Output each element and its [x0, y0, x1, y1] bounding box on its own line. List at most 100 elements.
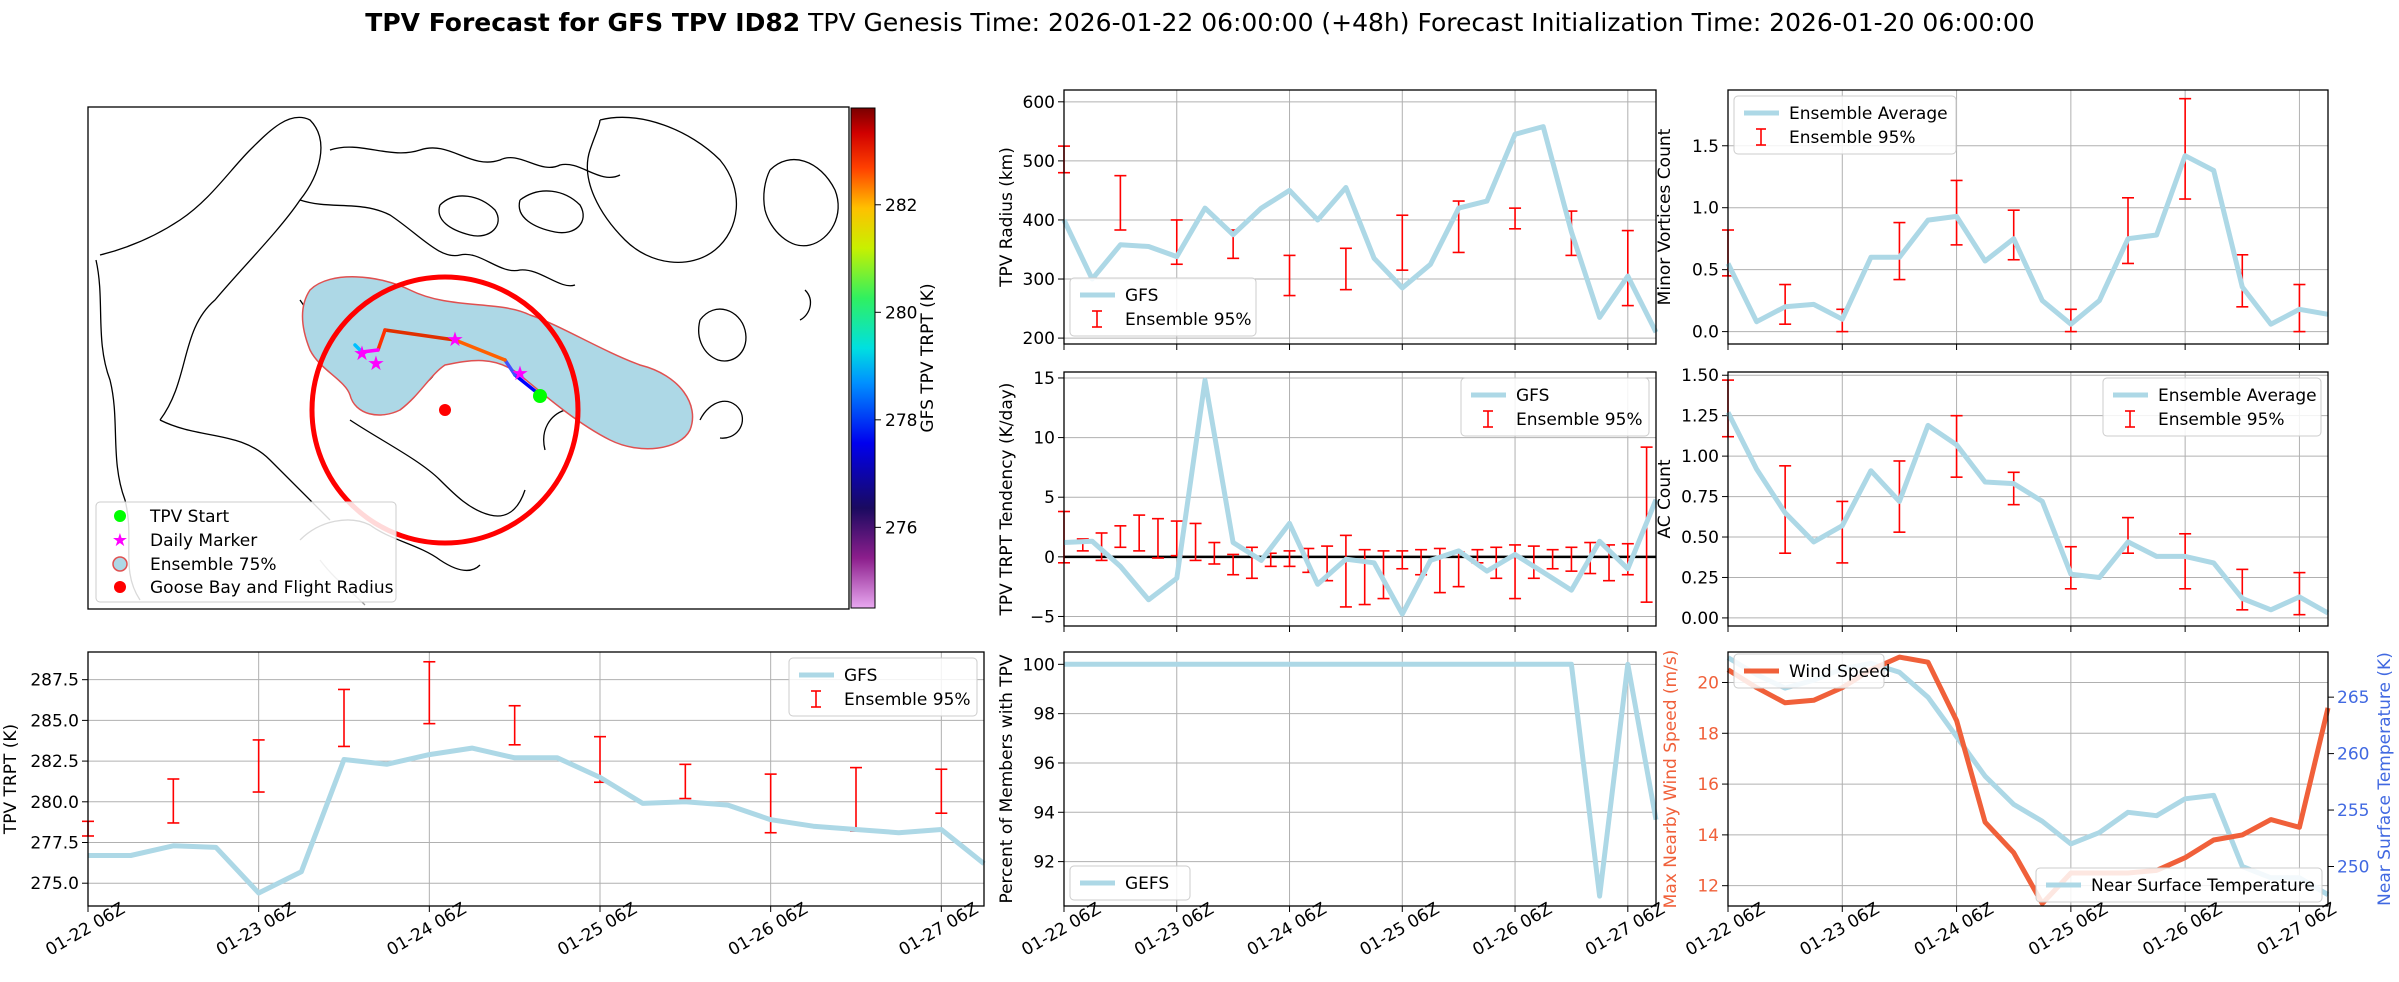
coastline: [438, 195, 499, 237]
y-tick-label: 0.50: [1681, 528, 1719, 548]
coastline: [99, 116, 322, 421]
y-tick-label: 18: [1697, 724, 1719, 744]
map-frame: [87, 106, 850, 610]
y-tick-label: 10: [1033, 429, 1055, 449]
y-tick-label: 275.0: [30, 874, 79, 894]
track-segment: [383, 328, 457, 342]
legend-label: Ensemble 95%: [844, 690, 971, 710]
legend-box: [1733, 653, 1885, 689]
y2-tick-label: 260: [2337, 745, 2369, 765]
x-tick-label: 01-26 06Z: [2139, 899, 2225, 960]
legend-icon-start: [114, 510, 126, 522]
series-line: [1725, 153, 2329, 327]
daily-marker-star: ★: [353, 341, 371, 365]
x-tick-label: 01-27 06Z: [1582, 899, 1668, 960]
legend-label: Ensemble Average: [2158, 386, 2317, 406]
map-panel: ★ ★ ★ ★ TPV Start ★ Daily Marker Ensembl…: [87, 106, 938, 610]
tpv-track: [353, 328, 542, 397]
legend-box: [788, 657, 978, 717]
y-tick-label: 500: [1023, 152, 1055, 172]
colorbar: [850, 107, 876, 609]
trpt-panel: 275.0 277.5 280.0 282.5 285.0 287.5 01-22 06Z 0…: [1, 651, 986, 960]
x-tick-label: 01-27 06Z: [2254, 899, 2340, 960]
daily-markers: ★ ★ ★ ★: [353, 327, 529, 385]
y-tick-label: 1.50: [1681, 366, 1719, 386]
y2-tick-label: 265: [2337, 688, 2369, 708]
legend: Near Surface Temperature: [2035, 867, 2323, 903]
y-tick-label: 1.0: [1692, 199, 1719, 219]
plot-area: [1064, 652, 1656, 906]
track-segment: [503, 358, 517, 377]
legend-box: [2035, 867, 2323, 903]
legend-label: Ensemble 95%: [1516, 410, 1643, 430]
coastline: [586, 116, 738, 263]
y-tick-label: 0.75: [1681, 488, 1719, 508]
y-axis-label: TPV TRPT (K): [1, 724, 21, 835]
y-tick-label: 600: [1023, 93, 1055, 113]
y-tick-label: 98: [1033, 705, 1055, 725]
colorbar-label: GFS TPV TRPT (K): [918, 283, 938, 432]
legend-label: Ensemble 95%: [1125, 310, 1252, 330]
minor-vortices-panel: 0.0 0.5 1.0 1.5 Minor Vortices Count Ensemble…: [1655, 89, 2329, 350]
x-tick-label: 01-22 06Z: [1682, 899, 1768, 960]
legend: Ensemble Average Ensemble 95%: [1733, 95, 1957, 155]
x-tick-label: 01-23 06Z: [1797, 899, 1883, 960]
plot-frame: [1063, 89, 1657, 345]
colorbar-tick-label: 282: [885, 196, 917, 216]
map-legend: TPV Start ★ Daily Marker Ensemble 75% Go…: [95, 501, 397, 603]
legend-box: [2102, 377, 2322, 437]
y-tick-label: 96: [1033, 754, 1055, 774]
y-tick-label: 20: [1697, 673, 1719, 693]
legend-box: [1733, 95, 1957, 155]
x-tick-label: 01-27 06Z: [896, 899, 982, 960]
y-tick-label: 1.5: [1692, 137, 1719, 157]
plot-frame: [1063, 371, 1657, 627]
legend-label: GFS: [1125, 286, 1158, 306]
y-tick-label: 287.5: [30, 671, 79, 691]
map-legend-label: TPV Start: [149, 507, 230, 527]
x-tick-label: 01-23 06Z: [1131, 899, 1217, 960]
x-tick-label: 01-26 06Z: [1469, 899, 1555, 960]
figure-title: TPV Forecast for GFS TPV ID82 TPV Genesi…: [365, 8, 2034, 37]
coastline: [699, 400, 744, 439]
legend-label: Wind Speed: [1789, 662, 1890, 682]
x-tick-label: 01-25 06Z: [1357, 899, 1443, 960]
track-segment: [360, 348, 380, 354]
y-tick-label: 0.5: [1692, 261, 1719, 281]
y-tick-label: 0.00: [1681, 609, 1719, 629]
coastline: [299, 199, 576, 287]
plot-frame: [1063, 651, 1657, 907]
y-tick-label: 16: [1697, 775, 1719, 795]
legend-icon-goose-bay: [114, 581, 126, 593]
coastline: [159, 419, 331, 521]
ac-count-panel: 0.00 0.25 0.50 0.75 1.00 1.25 1.50 AC Count Ense…: [1655, 366, 2330, 632]
legend: Ensemble Average Ensemble 95%: [2102, 377, 2322, 437]
map-legend-label: Daily Marker: [150, 531, 257, 551]
coastline: [349, 419, 526, 517]
y-tick-label: 285.0: [30, 711, 79, 731]
x-tick-label: 01-22 06Z: [1018, 899, 1104, 960]
y-axis-label: Minor Vortices Count: [1655, 128, 1675, 305]
series-line: [88, 745, 986, 896]
plot-frame: [87, 651, 985, 907]
title-bold: TPV Forecast for GFS TPV ID82: [365, 8, 800, 37]
y-tick-label: 282.5: [30, 752, 79, 772]
plot-frame: [1727, 651, 2329, 907]
colorbar-ticks: 276 278 280 282: [875, 196, 917, 538]
legend-box: [1460, 377, 1650, 437]
title-genesis: TPV Genesis Time: 2026-01-22 06:00:00 (+…: [807, 8, 1409, 37]
y-tick-label: 94: [1033, 803, 1055, 823]
flight-radius-circle: [309, 274, 581, 546]
x-tick-label: 01-25 06Z: [2025, 899, 2111, 960]
y-tick-label: 1.00: [1681, 447, 1719, 467]
ensemble-75-region: [301, 276, 694, 450]
map-legend-box: [95, 501, 397, 603]
y-axis-label: Max Nearby Wind Speed (m/s): [1661, 650, 1681, 909]
y-axis-label: AC Count: [1655, 459, 1675, 538]
y-tick-label: 277.5: [30, 834, 79, 854]
coastline: [518, 190, 584, 234]
track-segment: [353, 343, 364, 354]
y-tick-label: 0: [1044, 548, 1055, 568]
daily-marker-star: ★: [511, 361, 529, 385]
coastline: [698, 308, 747, 362]
